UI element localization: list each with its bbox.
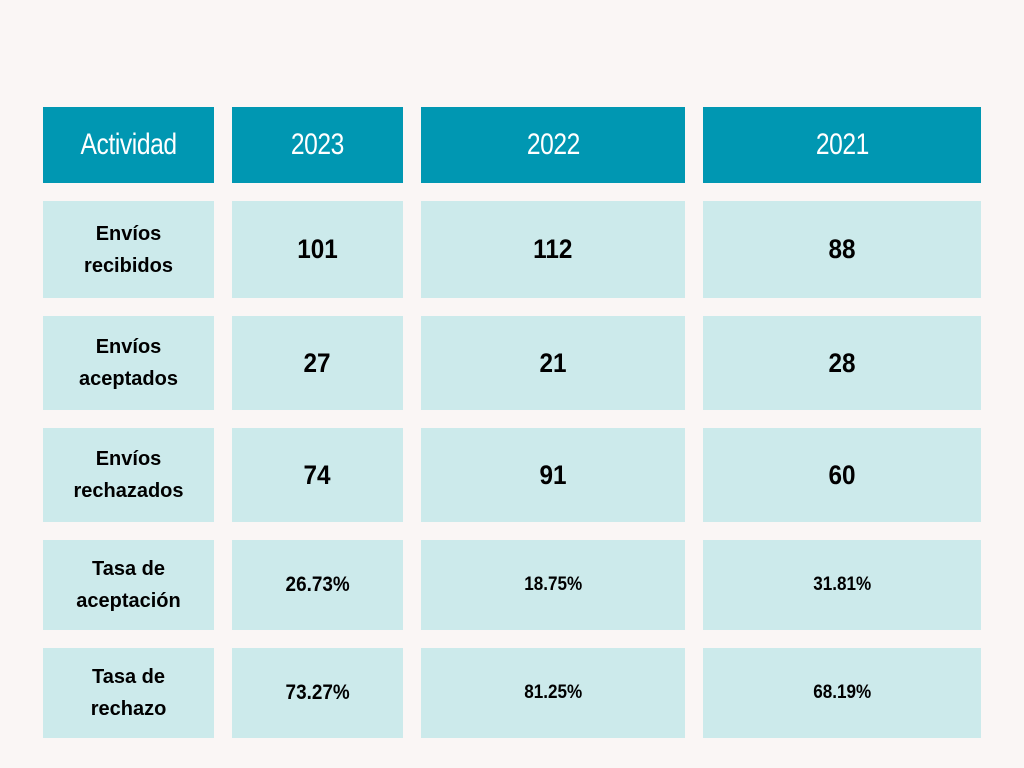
cell-value: 68.19%: [812, 682, 871, 703]
table-cell: 26.73%: [232, 540, 403, 630]
header-2023: 2023: [232, 107, 403, 183]
table-cell: 68.19%: [703, 648, 981, 738]
row-label-tasa-de-aceptacion: Tasa de aceptación: [43, 540, 214, 630]
cell-value: 112: [533, 234, 573, 264]
table-cell: 101: [232, 201, 403, 298]
cell-value: 18.75%: [523, 574, 582, 595]
row-label-envios-recibidos: Envíos recibidos: [43, 201, 214, 298]
table-cell: 112: [421, 201, 685, 298]
table-cell: 28: [703, 316, 981, 410]
table-cell: 74: [232, 428, 403, 522]
cell-value: 73.27%: [285, 681, 350, 704]
table-cell: 73.27%: [232, 648, 403, 738]
header-2022-text: 2022: [526, 128, 580, 161]
cell-value: 81.25%: [523, 682, 582, 703]
header-2021: 2021: [703, 107, 981, 183]
header-actividad-text: Actividad: [80, 128, 177, 161]
cell-value: 91: [539, 459, 567, 490]
cell-value: 26.73%: [285, 573, 350, 596]
cell-value: 88: [828, 234, 856, 264]
header-2023-text: 2023: [290, 128, 345, 161]
row-label-envios-aceptados: Envíos aceptados: [43, 316, 214, 410]
table-cell: 27: [232, 316, 403, 410]
table-cell: 21: [421, 316, 685, 410]
cell-value: 31.81%: [812, 574, 871, 595]
header-2021-text: 2021: [815, 128, 869, 161]
table-cell: 88: [703, 201, 981, 298]
cell-value: 21: [539, 347, 567, 378]
cell-value: 28: [828, 347, 856, 378]
table-cell: 81.25%: [421, 648, 685, 738]
cell-value: 74: [303, 459, 332, 490]
row-label-tasa-de-rechazo: Tasa de rechazo: [43, 648, 214, 738]
header-2022: 2022: [421, 107, 685, 183]
header-actividad: Actividad: [43, 107, 214, 183]
cell-value: 27: [303, 347, 332, 378]
row-label-envios-rechazados: Envíos rechazados: [43, 428, 214, 522]
table-cell: 31.81%: [703, 540, 981, 630]
cell-value: 60: [828, 459, 856, 490]
table-cell: 60: [703, 428, 981, 522]
cell-value: 101: [297, 234, 338, 264]
table-cell: 18.75%: [421, 540, 685, 630]
table-cell: 91: [421, 428, 685, 522]
